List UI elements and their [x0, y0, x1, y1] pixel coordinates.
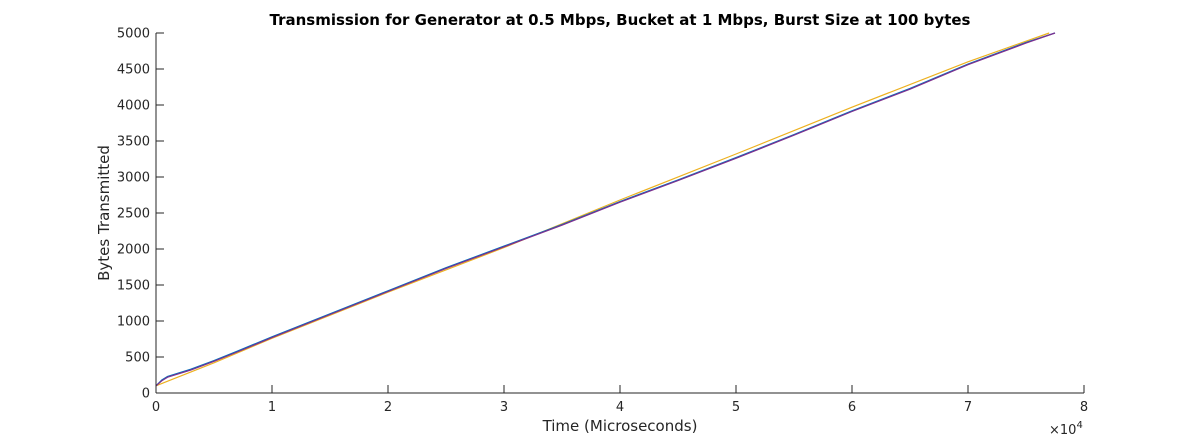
x-axis-multiplier: ×104	[1049, 420, 1083, 438]
y-tick-label: 2500	[117, 207, 150, 222]
y-tick-label: 2000	[117, 243, 150, 258]
y-tick-label: 1000	[117, 315, 150, 330]
x-axis-label: Time (Microseconds)	[542, 417, 698, 435]
x-tick-label: 2	[384, 400, 392, 415]
series-line-2	[155, 32, 1056, 387]
x-tick-label: 3	[500, 400, 508, 415]
series-line-0	[155, 32, 1050, 387]
x-tick-label: 1	[268, 400, 276, 415]
x-multiplier-exponent: 4	[1076, 420, 1082, 431]
y-tick-label: 3000	[117, 171, 150, 186]
y-tick-label: 4500	[117, 63, 150, 78]
x-tick-label: 6	[848, 400, 856, 415]
chart-title: Transmission for Generator at 0.5 Mbps, …	[270, 11, 971, 29]
x-multiplier-base: ×10	[1049, 423, 1076, 438]
y-tick-label: 4000	[117, 99, 150, 114]
y-tick-label: 500	[125, 351, 150, 366]
x-tick-label: 4	[616, 400, 624, 415]
x-tick-label: 8	[1080, 400, 1088, 415]
y-tick-label: 5000	[117, 27, 150, 42]
y-tick-label: 0	[142, 387, 150, 402]
axes-layer: 0 1 2 3 4 5 6 7 8 0 500 1000 1500 2000 2500 3000 3500 400…	[117, 27, 1088, 416]
x-tick-label: 0	[152, 400, 160, 415]
y-tick-label: 1500	[117, 279, 150, 294]
y-tick-label: 3500	[117, 135, 150, 150]
x-tick-label: 7	[964, 400, 972, 415]
series-line-1	[155, 32, 1056, 387]
y-axis-label: Bytes Transmitted	[95, 145, 113, 281]
series-layer	[155, 32, 1056, 387]
x-tick-label: 5	[732, 400, 740, 415]
